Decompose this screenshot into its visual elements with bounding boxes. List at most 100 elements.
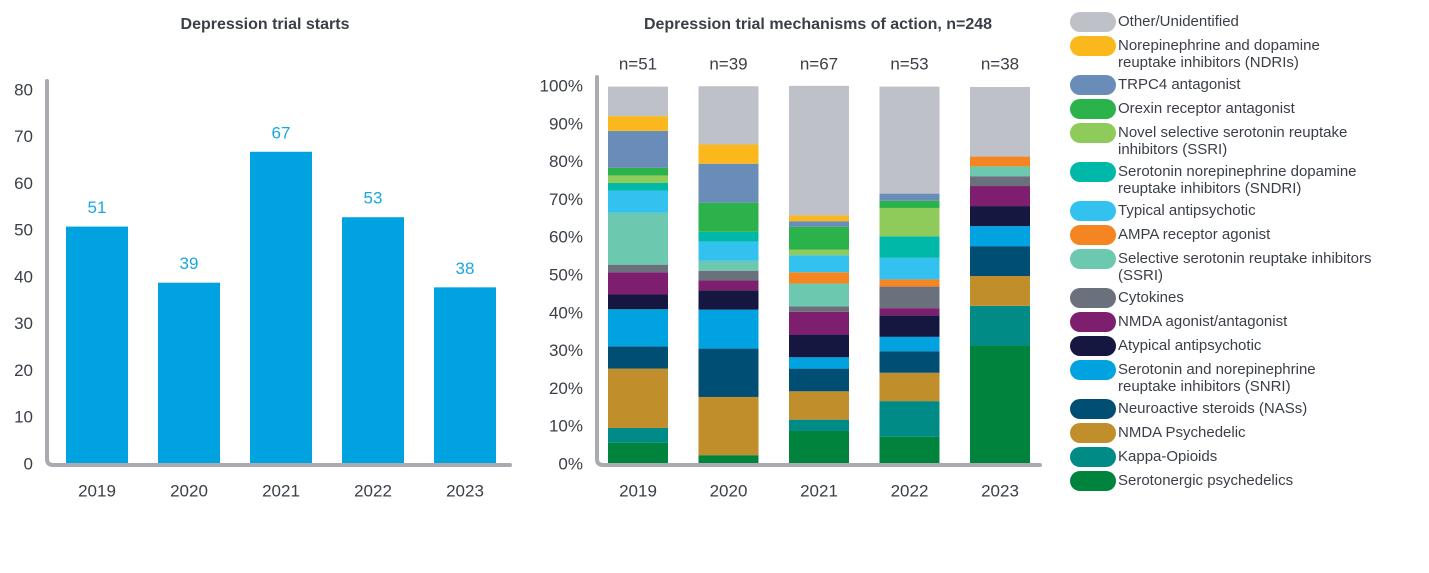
bar-segment xyxy=(879,308,940,316)
y-tick-label: 30% xyxy=(549,341,583,360)
legend-item: NMDA agonist/antagonist xyxy=(1070,312,1425,332)
bar-segment xyxy=(608,212,668,265)
legend-swatch xyxy=(1070,36,1116,56)
bar-segment xyxy=(698,260,759,271)
bar-segment xyxy=(970,206,1030,227)
legend-item: NMDA Psychedelic xyxy=(1070,423,1425,443)
legend-label: Typical antipsychotic xyxy=(1118,202,1256,219)
legend-item: Novel selective serotonin reuptake inhib… xyxy=(1070,123,1425,158)
y-tick-label: 60% xyxy=(549,228,583,247)
legend-swatch xyxy=(1070,249,1116,269)
legend-label: Selective serotonin reuptake inhibitors … xyxy=(1118,250,1372,284)
bar-segment xyxy=(789,85,849,216)
bar-segment xyxy=(879,257,940,280)
legend-item: Orexin receptor antagonist xyxy=(1070,99,1425,119)
bar-segment xyxy=(879,436,940,465)
bar-segment xyxy=(789,391,849,420)
legend-item: Atypical antipsychotic xyxy=(1070,336,1425,356)
legend-label: Serotonin norepinephrine dopamine reupta… xyxy=(1118,163,1357,197)
legend-swatch xyxy=(1070,75,1116,95)
legend-swatch xyxy=(1070,423,1116,443)
x-tick-label: 2021 xyxy=(262,481,300,500)
bar-segment xyxy=(789,283,849,307)
legend-swatch xyxy=(1070,162,1116,182)
legend-item: Serotonin and norepinephrine reuptake in… xyxy=(1070,360,1425,395)
bar xyxy=(250,151,312,465)
legend-label: NMDA agonist/antagonist xyxy=(1118,313,1288,330)
bar-segment xyxy=(879,207,940,237)
y-tick-label: 70% xyxy=(549,190,583,209)
legend-item: AMPA receptor agonist xyxy=(1070,225,1425,245)
bar-segment xyxy=(879,193,940,201)
chart-title: Depression trial starts xyxy=(181,16,350,33)
x-tick-label: 2020 xyxy=(710,481,748,500)
bar-segment xyxy=(789,368,849,392)
y-tick-label: 40 xyxy=(14,267,33,286)
y-tick-label: 30 xyxy=(14,314,33,333)
data-label: 67 xyxy=(272,123,291,142)
bar-segment xyxy=(608,368,668,428)
data-label: 38 xyxy=(456,259,475,278)
bar-segment xyxy=(789,215,849,222)
bar-segment xyxy=(879,286,940,309)
bar-segment xyxy=(608,116,668,131)
axis xyxy=(45,79,512,467)
x-tick-label: 2019 xyxy=(78,481,116,500)
bar-segment xyxy=(698,163,759,203)
bar-segment xyxy=(970,345,1030,465)
legend-label: Neuroactive steroids (NASs) xyxy=(1118,400,1308,417)
y-tick-label: 0% xyxy=(558,454,583,473)
legend-label: Other/Unidentified xyxy=(1118,13,1239,30)
legend-swatch xyxy=(1070,123,1116,143)
bar-segment xyxy=(698,231,759,242)
legend-label: Serotonin and norepinephrine reuptake in… xyxy=(1118,361,1316,395)
legend-item: Selective serotonin reuptake inhibitors … xyxy=(1070,249,1425,284)
legend-swatch xyxy=(1070,99,1116,119)
legend-item: Typical antipsychotic xyxy=(1070,201,1425,221)
x-tick-label: 2023 xyxy=(446,481,484,500)
annotation: n=39 xyxy=(709,54,747,73)
bar-segment xyxy=(879,86,940,194)
y-tick-label: 10% xyxy=(549,417,583,436)
bar-segment xyxy=(698,202,759,232)
bar-segment xyxy=(608,175,668,184)
y-tick-label: 50% xyxy=(549,265,583,284)
y-tick-label: 100% xyxy=(540,76,583,95)
bar-segment xyxy=(698,144,759,164)
bar-segment xyxy=(970,246,1030,276)
legend-swatch xyxy=(1070,288,1116,308)
x-tick-label: 2022 xyxy=(354,481,392,500)
y-tick-label: 80 xyxy=(14,80,33,99)
bar-segment xyxy=(970,87,1030,157)
bar xyxy=(66,226,128,465)
bar-segment xyxy=(698,348,759,397)
bar-segment xyxy=(879,236,940,258)
bar-segment xyxy=(789,306,849,312)
y-tick-label: 80% xyxy=(549,152,583,171)
bar-segment xyxy=(970,166,1030,177)
bar-segment xyxy=(879,200,940,208)
bar-segment xyxy=(608,130,668,168)
bar-segment xyxy=(789,334,849,358)
legend-swatch xyxy=(1070,336,1116,356)
legend-item: Neuroactive steroids (NASs) xyxy=(1070,399,1425,419)
x-tick-label: 2019 xyxy=(619,481,657,500)
legend-label: NMDA Psychedelic xyxy=(1118,424,1246,441)
x-tick-label: 2022 xyxy=(891,481,929,500)
bar-segment xyxy=(970,186,1030,207)
data-label: 51 xyxy=(88,198,107,217)
bar-segment xyxy=(970,156,1030,167)
bar-segment xyxy=(879,401,940,437)
bar-segment xyxy=(970,276,1030,306)
y-tick-label: 90% xyxy=(549,114,583,133)
y-tick-label: 10 xyxy=(14,408,33,427)
legend-label: Cytokines xyxy=(1118,289,1184,306)
bar-segment xyxy=(879,372,940,402)
bar-segment xyxy=(970,176,1030,187)
bar-segment xyxy=(698,396,759,456)
legend-swatch xyxy=(1070,312,1116,332)
bar-segment xyxy=(879,279,940,287)
bar-segment xyxy=(789,255,849,273)
